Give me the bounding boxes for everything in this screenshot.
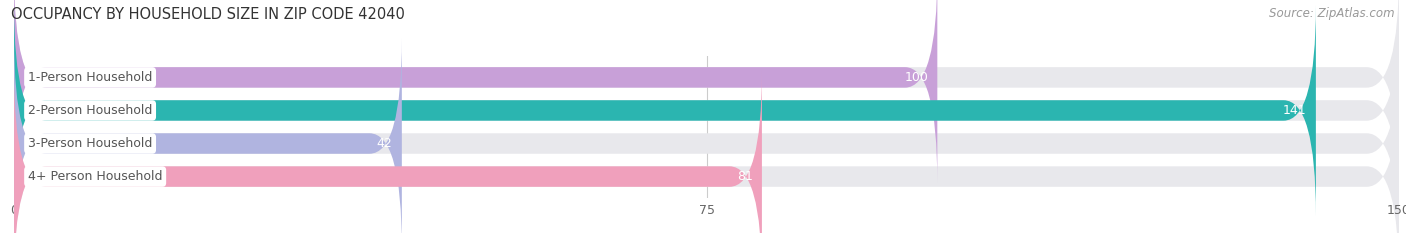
FancyBboxPatch shape (14, 0, 1399, 183)
Text: 100: 100 (904, 71, 928, 84)
FancyBboxPatch shape (14, 38, 1399, 233)
FancyBboxPatch shape (14, 71, 1399, 233)
FancyBboxPatch shape (14, 5, 1399, 216)
Text: Source: ZipAtlas.com: Source: ZipAtlas.com (1270, 7, 1395, 20)
Text: 2-Person Household: 2-Person Household (28, 104, 152, 117)
Text: 141: 141 (1284, 104, 1306, 117)
Text: 3-Person Household: 3-Person Household (28, 137, 152, 150)
Text: 4+ Person Household: 4+ Person Household (28, 170, 163, 183)
FancyBboxPatch shape (14, 71, 762, 233)
FancyBboxPatch shape (14, 5, 1316, 216)
Text: 1-Person Household: 1-Person Household (28, 71, 152, 84)
Text: OCCUPANCY BY HOUSEHOLD SIZE IN ZIP CODE 42040: OCCUPANCY BY HOUSEHOLD SIZE IN ZIP CODE … (11, 7, 405, 22)
FancyBboxPatch shape (14, 0, 938, 183)
Text: 42: 42 (377, 137, 392, 150)
Text: 81: 81 (737, 170, 752, 183)
FancyBboxPatch shape (14, 38, 402, 233)
